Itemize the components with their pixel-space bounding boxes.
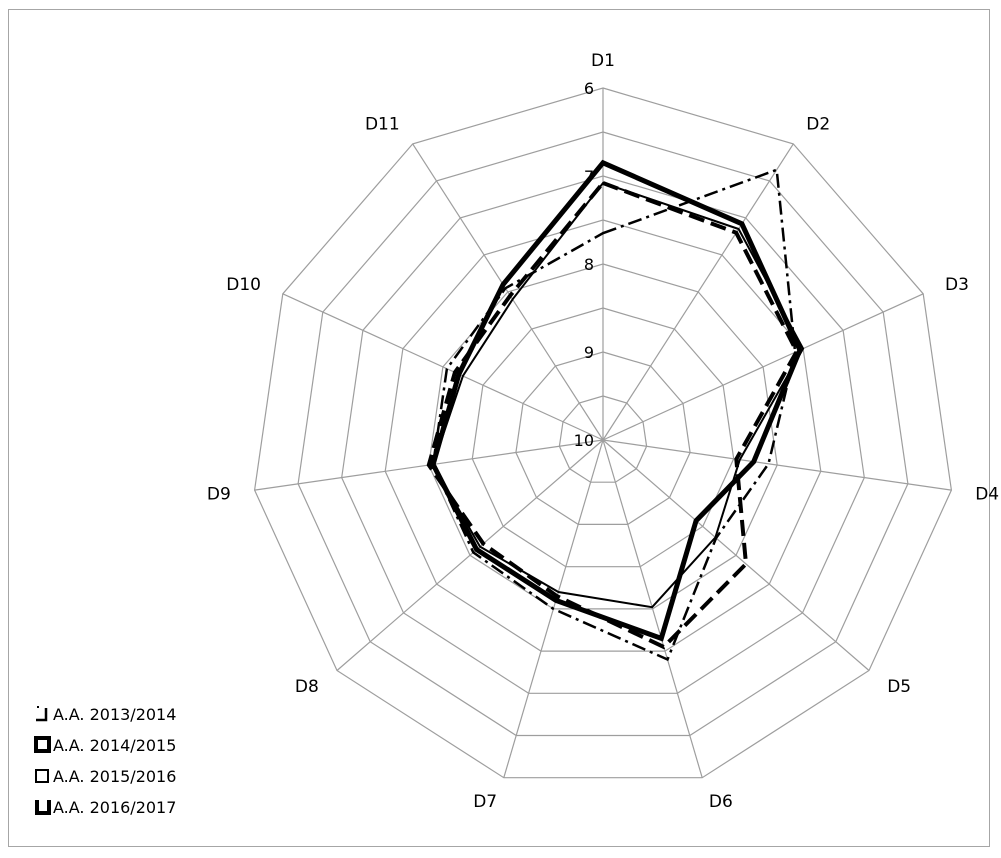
radial-tick-labels: 6 7 8 9 10 xyxy=(574,79,594,450)
axis-labels: D1 D2 D3 D4 D5 D6 D7 D8 D9 D10 D11 xyxy=(207,51,999,812)
legend-label: A.A. 2015/2016 xyxy=(53,767,176,786)
axis-label: D8 xyxy=(295,677,319,697)
spoke xyxy=(602,143,794,441)
radar-series xyxy=(426,159,805,662)
spoke xyxy=(602,439,952,491)
tick-label: 9 xyxy=(584,343,594,362)
spoke xyxy=(602,439,870,671)
axis-label: D5 xyxy=(887,677,911,697)
chart-frame xyxy=(8,9,990,847)
legend-item: A.A. 2013/2014 xyxy=(36,705,176,724)
series-line-3 xyxy=(426,180,799,650)
axis-label: D3 xyxy=(945,275,969,295)
legend-label: A.A. 2016/2017 xyxy=(53,798,176,817)
legend-swatch xyxy=(34,736,51,753)
spoke xyxy=(282,293,604,441)
axis-label: D10 xyxy=(226,275,261,295)
spoke xyxy=(602,293,924,441)
axis-label: D9 xyxy=(207,485,231,505)
legend: A.A. 2013/2014 A.A. 2014/2015 A.A. 2015/20… xyxy=(34,705,176,817)
grid-ring xyxy=(515,351,691,526)
grid-ring xyxy=(471,307,735,568)
legend-label: A.A. 2013/2014 xyxy=(53,705,176,724)
axis-label: D2 xyxy=(806,115,830,135)
axis-label: D11 xyxy=(365,115,400,135)
tick-label: 8 xyxy=(584,255,594,274)
legend-label: A.A. 2014/2015 xyxy=(53,736,176,755)
legend-swatch xyxy=(36,708,48,722)
tick-label: 10 xyxy=(574,431,594,450)
grid-ring xyxy=(253,87,953,779)
tick-label: 7 xyxy=(584,167,594,186)
radar-spokes xyxy=(254,88,952,778)
legend-item: A.A. 2014/2015 xyxy=(34,736,176,755)
grid-ring xyxy=(428,263,778,610)
spoke xyxy=(602,439,703,778)
series-line-2 xyxy=(432,181,805,609)
grid-ring xyxy=(558,395,648,483)
legend-swatch xyxy=(35,769,49,783)
legend-item: A.A. 2015/2016 xyxy=(35,767,176,786)
grid-ring xyxy=(341,175,865,694)
axis-label: D1 xyxy=(591,51,615,71)
tick-label: 6 xyxy=(584,79,594,98)
series-line-0 xyxy=(431,168,797,662)
axis-label: D7 xyxy=(473,792,497,812)
spoke xyxy=(336,439,604,671)
legend-item: A.A. 2016/2017 xyxy=(35,798,176,817)
legend-swatch xyxy=(35,800,51,815)
spoke xyxy=(412,143,604,441)
grid-ring xyxy=(297,131,909,737)
axis-label: D6 xyxy=(709,792,733,812)
axis-label: D4 xyxy=(975,485,999,505)
